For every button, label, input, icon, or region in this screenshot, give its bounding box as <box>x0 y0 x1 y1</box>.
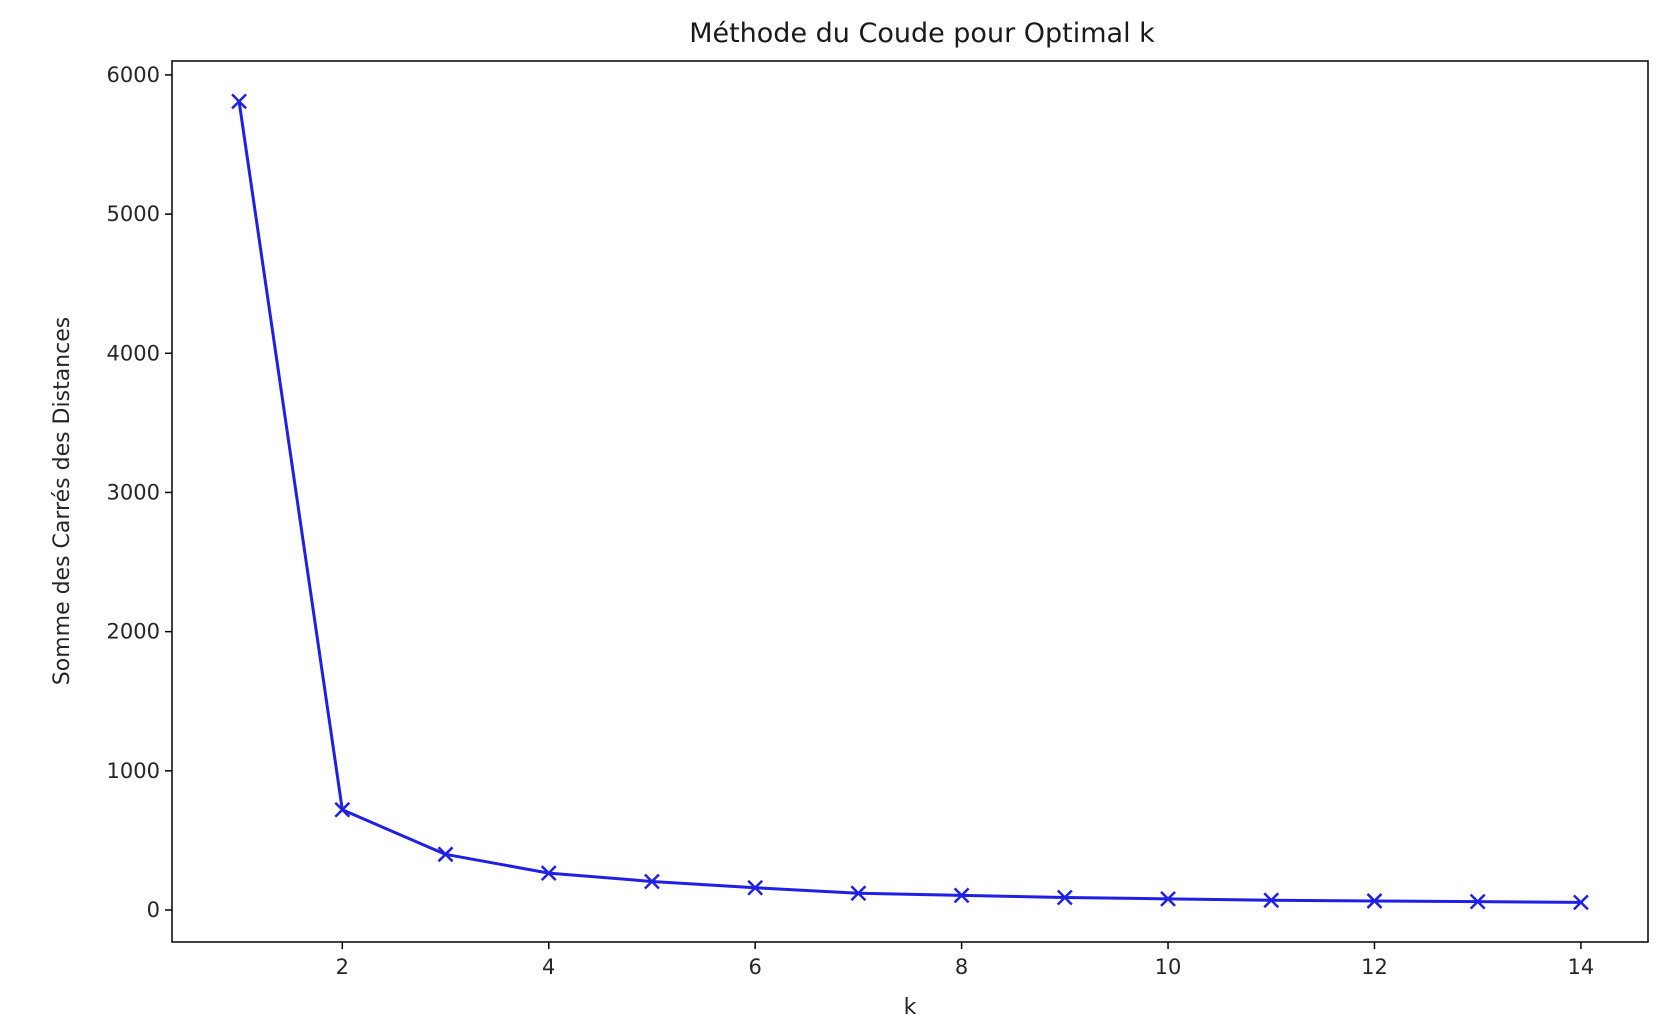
data-point-marker <box>1160 890 1176 907</box>
data-point-marker <box>437 846 454 863</box>
data-point-marker <box>1263 892 1280 909</box>
y-tick-label: 3000 <box>107 480 160 504</box>
data-point-marker <box>747 879 764 896</box>
x-tick-label: 12 <box>1361 955 1388 979</box>
data-point-marker <box>644 873 660 890</box>
data-point-marker <box>540 865 557 881</box>
y-tick-label: 6000 <box>107 63 160 87</box>
y-tick-label: 5000 <box>107 202 160 226</box>
y-axis-label: Somme des Carrés des Distances <box>50 317 75 685</box>
series-layer <box>231 93 1589 911</box>
x-tick-label: 4 <box>542 955 555 979</box>
data-point-marker <box>231 93 247 110</box>
data-point-marker <box>1056 889 1073 906</box>
data-point-marker <box>1469 893 1486 910</box>
data-point-marker <box>953 887 970 904</box>
ticks-layer: 2 4 6 8 10 12 14 0 1000 2000 3000 4000 5000 6000 <box>107 63 1595 979</box>
x-tick-label: 2 <box>336 955 349 979</box>
chart-title: Méthode du Coude pour Optimal k <box>689 18 1155 49</box>
x-tick-label: 6 <box>748 955 761 979</box>
data-point-marker <box>1573 894 1589 911</box>
x-tick-label: 14 <box>1568 955 1595 979</box>
data-point-marker <box>334 801 351 818</box>
y-tick-label: 1000 <box>107 759 160 783</box>
x-tick-label: 10 <box>1155 955 1182 979</box>
series-line <box>237 101 1581 904</box>
x-axis-label: k <box>904 995 917 1020</box>
y-tick-label: 0 <box>147 898 160 922</box>
y-tick-label: 4000 <box>107 341 160 365</box>
data-point-marker <box>1366 893 1383 909</box>
plot-frame <box>171 60 1649 943</box>
data-point-marker <box>850 885 867 902</box>
y-tick-label: 2000 <box>107 620 160 644</box>
x-tick-label: 8 <box>955 955 968 979</box>
